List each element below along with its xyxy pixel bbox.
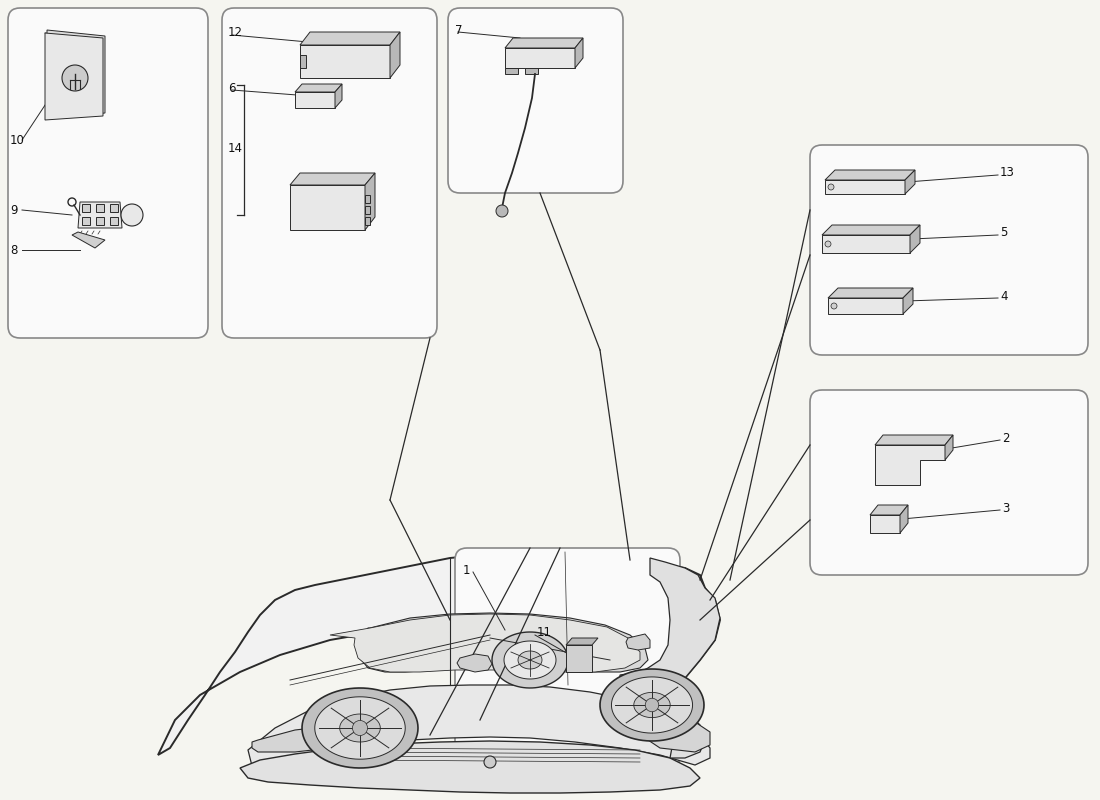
Polygon shape (72, 232, 104, 248)
Polygon shape (300, 32, 400, 45)
Polygon shape (634, 693, 670, 718)
Polygon shape (365, 206, 370, 214)
Polygon shape (903, 288, 913, 314)
Polygon shape (825, 170, 915, 180)
Polygon shape (870, 515, 900, 533)
Polygon shape (870, 505, 907, 515)
Polygon shape (240, 741, 700, 793)
FancyBboxPatch shape (455, 548, 680, 768)
Text: 6: 6 (228, 82, 235, 94)
FancyBboxPatch shape (8, 8, 208, 338)
Polygon shape (828, 288, 913, 298)
Polygon shape (110, 204, 118, 212)
Polygon shape (566, 645, 592, 672)
Circle shape (828, 184, 834, 190)
Polygon shape (47, 30, 104, 118)
Polygon shape (248, 685, 710, 768)
Circle shape (646, 698, 659, 712)
Polygon shape (456, 654, 492, 672)
Text: 12: 12 (228, 26, 243, 39)
Polygon shape (365, 195, 370, 203)
Text: 3: 3 (1002, 502, 1010, 514)
Polygon shape (78, 202, 122, 228)
Circle shape (62, 65, 88, 91)
Polygon shape (110, 217, 118, 225)
Polygon shape (648, 715, 710, 752)
Polygon shape (315, 697, 405, 759)
Polygon shape (566, 638, 598, 645)
Polygon shape (828, 298, 903, 314)
Polygon shape (45, 33, 103, 120)
Polygon shape (360, 613, 648, 672)
Polygon shape (874, 435, 953, 445)
Polygon shape (290, 185, 365, 230)
Polygon shape (505, 68, 518, 74)
Polygon shape (505, 38, 583, 48)
Polygon shape (905, 170, 915, 194)
Polygon shape (505, 48, 575, 68)
Circle shape (352, 721, 367, 735)
FancyBboxPatch shape (810, 390, 1088, 575)
Polygon shape (252, 726, 336, 752)
Circle shape (825, 241, 830, 247)
Polygon shape (295, 92, 336, 108)
Polygon shape (910, 225, 920, 253)
Polygon shape (96, 204, 104, 212)
Polygon shape (825, 180, 905, 194)
Polygon shape (158, 552, 720, 755)
Polygon shape (336, 84, 342, 108)
Polygon shape (365, 173, 375, 230)
Text: 11: 11 (537, 626, 552, 638)
Text: 10: 10 (10, 134, 25, 146)
Text: 14: 14 (228, 142, 243, 154)
Text: 1: 1 (463, 563, 471, 577)
FancyBboxPatch shape (810, 145, 1088, 355)
FancyBboxPatch shape (448, 8, 623, 193)
Polygon shape (300, 55, 306, 68)
Polygon shape (340, 714, 381, 742)
Polygon shape (290, 173, 375, 185)
Polygon shape (390, 32, 400, 78)
Polygon shape (945, 435, 953, 460)
Polygon shape (504, 641, 556, 679)
Polygon shape (900, 505, 908, 533)
Circle shape (121, 204, 143, 226)
FancyBboxPatch shape (222, 8, 437, 338)
Polygon shape (82, 217, 90, 225)
Polygon shape (525, 68, 538, 74)
Polygon shape (575, 38, 583, 68)
Polygon shape (330, 614, 640, 672)
Polygon shape (822, 235, 910, 253)
Polygon shape (295, 84, 342, 92)
Circle shape (496, 205, 508, 217)
Polygon shape (492, 632, 568, 688)
Text: 9: 9 (10, 203, 18, 217)
Polygon shape (626, 634, 650, 650)
Polygon shape (822, 225, 920, 235)
Text: 2: 2 (1002, 431, 1010, 445)
Circle shape (484, 756, 496, 768)
Polygon shape (300, 45, 390, 78)
Text: 13: 13 (1000, 166, 1015, 179)
Polygon shape (874, 445, 945, 485)
Text: 7: 7 (455, 23, 462, 37)
Circle shape (830, 303, 837, 309)
Polygon shape (600, 669, 704, 741)
Polygon shape (302, 688, 418, 768)
Polygon shape (365, 217, 370, 225)
Text: 5: 5 (1000, 226, 1008, 239)
Text: 4: 4 (1000, 290, 1008, 302)
Text: 8: 8 (10, 243, 18, 257)
Polygon shape (518, 651, 542, 669)
Polygon shape (612, 677, 693, 733)
Polygon shape (82, 204, 90, 212)
Polygon shape (620, 558, 721, 758)
Polygon shape (96, 217, 104, 225)
